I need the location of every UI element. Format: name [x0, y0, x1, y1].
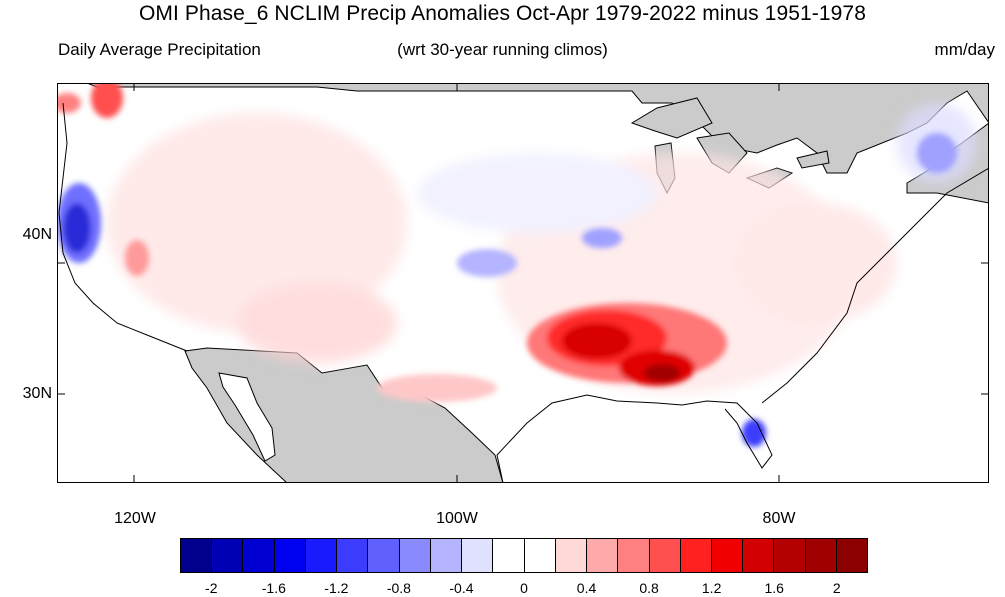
- subtitle-left: Daily Average Precipitation: [58, 40, 261, 59]
- colorbar-box: [836, 539, 868, 572]
- anomaly-field-strong: [57, 83, 957, 447]
- atlantic-coast: [761, 167, 989, 404]
- map-frame: [57, 83, 989, 483]
- lon-label-100w: 100W: [436, 510, 478, 527]
- colorbar-label: -1.6: [261, 580, 286, 596]
- gulf-california: [218, 372, 276, 462]
- colorbar-box: [711, 539, 744, 572]
- coastlines: [58, 102, 989, 483]
- colorbar-box: [305, 539, 338, 572]
- lon-label-120w: 120W: [114, 510, 156, 527]
- colorbar-box: [555, 539, 588, 572]
- colorbar-label: -0.8: [386, 580, 411, 596]
- colorbar-box: [805, 539, 837, 572]
- colorbar-label: -0.4: [449, 580, 474, 596]
- colorbar-box: [680, 539, 712, 572]
- gulf-coast: [496, 394, 773, 483]
- colorbar: [180, 538, 868, 573]
- colorbar-box: [524, 539, 556, 572]
- lake-ontario: [796, 150, 830, 169]
- colorbar-label: 1.6: [764, 580, 784, 596]
- colorbar-box: [430, 539, 463, 572]
- colorbar-label: -2: [205, 580, 218, 596]
- pacific-coast: [58, 102, 188, 352]
- colorbar-box: [368, 539, 400, 572]
- lon-label-80w: 80W: [762, 510, 796, 527]
- axis-ticks: [57, 83, 989, 483]
- map-panel: [57, 83, 989, 483]
- anomaly-map: [57, 83, 989, 483]
- colorbar-box: [181, 539, 213, 572]
- colorbar-box: [493, 539, 525, 572]
- colorbar-label: -1.2: [324, 580, 349, 596]
- colorbar-box: [649, 539, 681, 572]
- colorbar-box: [337, 539, 369, 572]
- colorbar-label: 1.2: [701, 580, 722, 596]
- colorbar-label: 2: [832, 580, 841, 596]
- lat-label-40n: 40N: [22, 226, 52, 243]
- colorbar-box: [274, 539, 306, 572]
- great-lakes: [630, 97, 830, 195]
- units-label: mm/day: [934, 40, 995, 59]
- anomaly-field-light: [107, 103, 977, 393]
- lake-superior: [630, 97, 713, 139]
- colorbar-box: [587, 539, 619, 572]
- subtitle-center: (wrt 30-year running climos): [397, 40, 608, 59]
- colorbar-box: [774, 539, 806, 572]
- colorbar-box: [618, 539, 650, 572]
- colorbar-label: 0.8: [639, 580, 659, 596]
- colorbar-box: [462, 539, 494, 572]
- colorbar-label: 0: [520, 580, 528, 596]
- colorbar-box: [399, 539, 431, 572]
- colorbar-label: 0.4: [576, 580, 597, 596]
- colorbar-box: [243, 539, 275, 572]
- colorbar-box: [743, 539, 775, 572]
- lat-label-30n: 30N: [22, 385, 52, 402]
- colorbar-box: [212, 539, 244, 572]
- map-title: OMI Phase_6 NCLIM Precip Anomalies Oct-A…: [138, 2, 866, 25]
